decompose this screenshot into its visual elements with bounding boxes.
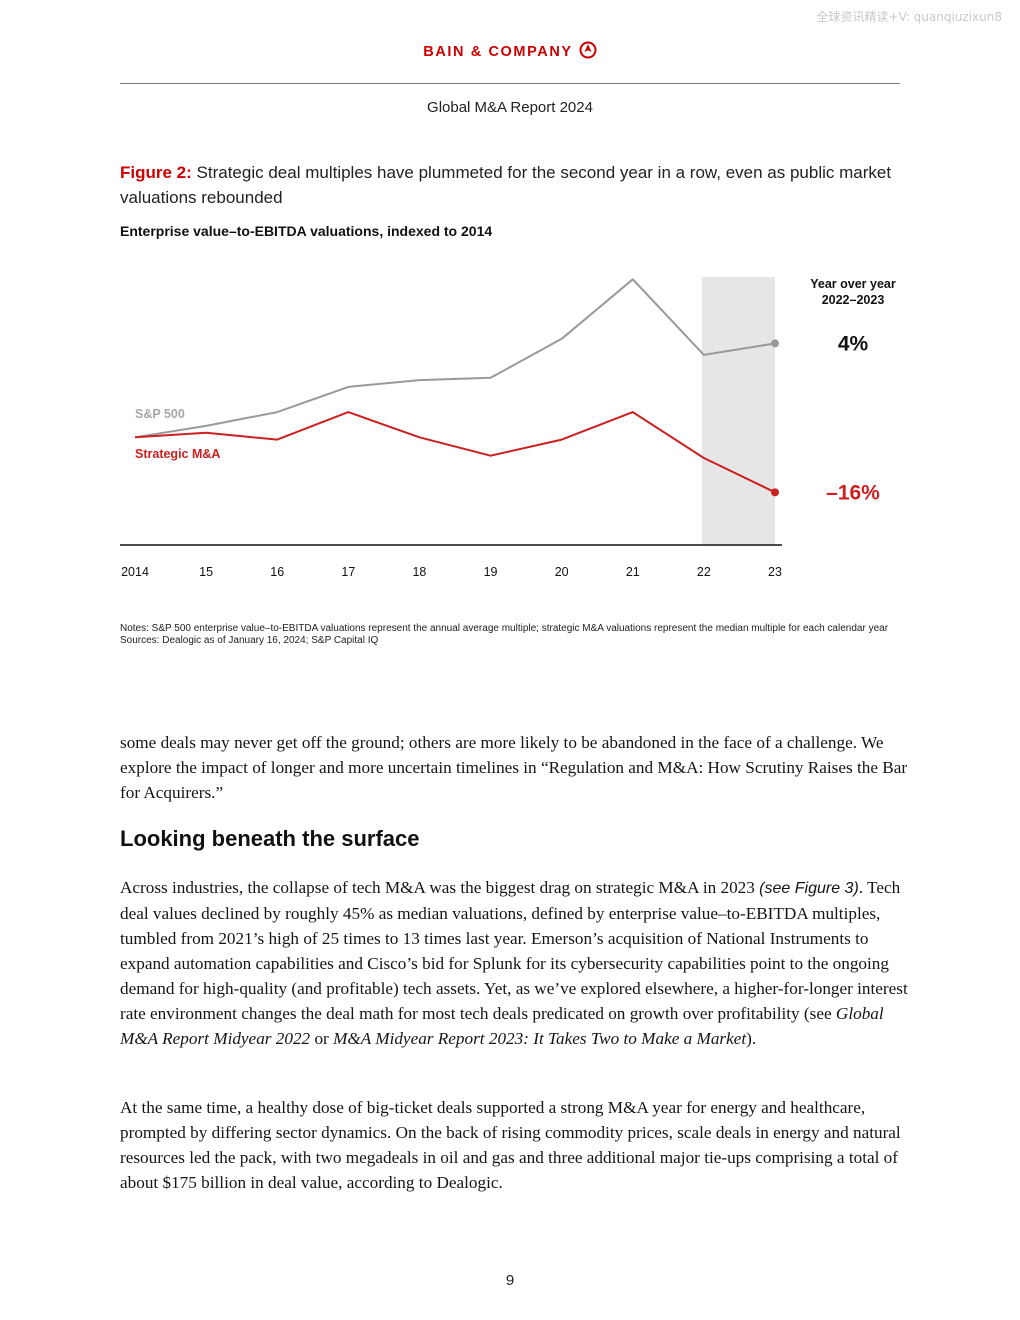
body-paragraph-2: At the same time, a healthy dose of big-… (120, 1098, 901, 1192)
chart-title: Enterprise value–to-EBITDA valuations, i… (120, 223, 493, 239)
sources-text: Sources: Dealogic as of January 16, 2024… (120, 635, 379, 646)
series-line-0 (134, 278, 776, 439)
line-chart: 2014 15 16 17 18 19 20 21 22 23 S&P 500 Strategic M… (120, 277, 896, 579)
body-paragraph-0: some deals may never get off the ground;… (120, 733, 908, 802)
x-tick-label: 20 (555, 565, 569, 579)
x-tick-label: 22 (697, 565, 711, 579)
para1-text-a: Across industries, the collapse of tech … (120, 878, 755, 897)
header-divider (120, 83, 900, 84)
para1-or: or (310, 1029, 334, 1048)
brand-header: BAIN & COMPANY (0, 41, 1020, 60)
series-end-marker-1 (771, 488, 779, 497)
highlight-band (701, 277, 775, 545)
page-number: 9 (505, 1272, 515, 1289)
figure-notes: Notes: S&P 500 enterprise value–to-EBITD… (120, 623, 900, 647)
para1-text-b: . Tech deal values declined by roughly 4… (120, 878, 908, 1023)
yoy-value-0: 4% (838, 332, 869, 355)
x-tick-label: 17 (341, 565, 355, 579)
section-heading: Looking beneath the surface (120, 826, 420, 851)
yoy-header-line-1: Year over year (810, 277, 896, 291)
citation-midyear-2023: M&A Midyear Report 2023: It Takes Two to… (333, 1029, 747, 1048)
figure-3-reference: (see Figure 3) (759, 880, 859, 897)
figure-label: Figure 2: (120, 163, 192, 182)
x-tick-label: 15 (199, 565, 213, 579)
x-tick-label: 21 (626, 565, 640, 579)
x-tick-label: 19 (484, 565, 498, 579)
figure-title: Figure 2: Strategic deal multiples have … (120, 160, 900, 210)
citation-midyear-2022: Global M&A Report Midyear 2022 (120, 1004, 884, 1048)
series-line-1 (134, 411, 776, 494)
brand-name: BAIN & COMPANY (423, 44, 573, 60)
yoy-header-line-2: 2022–2023 (822, 293, 885, 307)
series-label-1: Strategic M&A (135, 447, 220, 461)
x-tick-label: 2014 (121, 565, 149, 579)
x-tick-label: 16 (270, 565, 284, 579)
report-title: Global M&A Report 2024 (427, 99, 593, 116)
yoy-value-1: –16% (826, 481, 880, 504)
bain-compass-icon (579, 41, 597, 59)
para1-end: ). (746, 1029, 757, 1048)
body-paragraph-1: Across industries, the collapse of tech … (120, 875, 910, 1051)
notes-text: Notes: S&P 500 enterprise value–to-EBITD… (120, 623, 889, 634)
series-label-0: S&P 500 (135, 407, 185, 421)
figure-title-text: Strategic deal multiples have plummeted … (120, 163, 892, 207)
watermark: 全球资讯精读+V: quanqiuzixun8 (816, 10, 1002, 24)
x-tick-label: 23 (768, 565, 782, 579)
x-tick-label: 18 (412, 565, 426, 579)
series-end-marker-0 (771, 339, 779, 348)
